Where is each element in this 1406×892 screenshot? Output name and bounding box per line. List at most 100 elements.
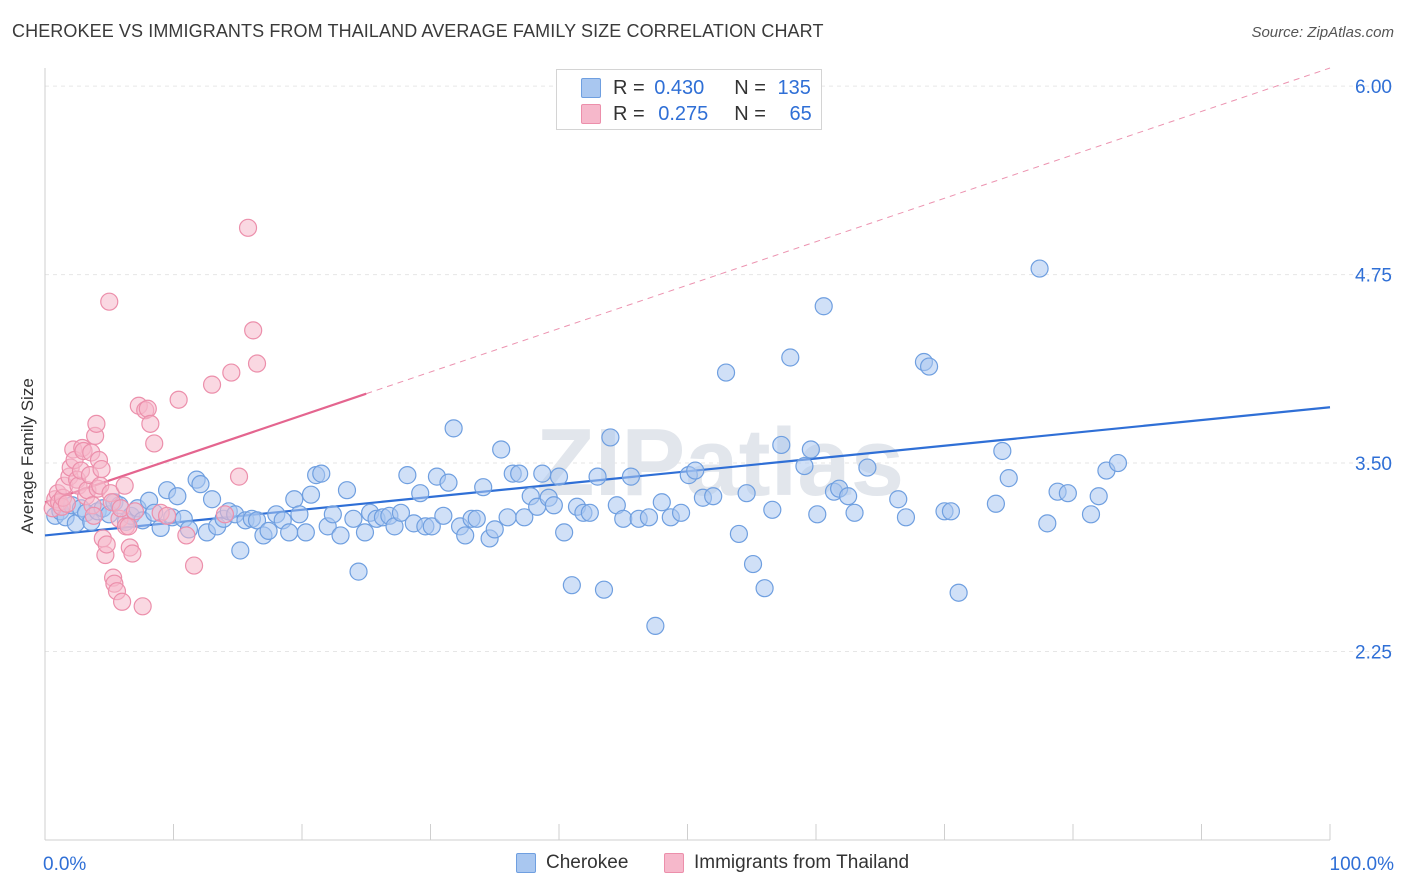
point-cherokee	[772, 435, 791, 455]
legend-row-cherokee: R = 0.430 N = 135	[581, 76, 811, 100]
point-thailand	[247, 354, 267, 373]
point-cherokee	[439, 473, 458, 492]
point-cherokee	[594, 580, 614, 599]
point-cherokee	[781, 348, 800, 367]
point-thailand	[177, 526, 196, 545]
point-cherokee	[562, 576, 581, 595]
point-cherokee	[259, 521, 278, 540]
point-thailand	[169, 390, 188, 409]
point-thailand	[119, 517, 138, 536]
point-cherokee	[434, 506, 453, 525]
point-thailand	[84, 506, 103, 525]
point-cherokee	[301, 485, 321, 504]
point-thailand	[138, 399, 157, 418]
point-thailand	[222, 363, 241, 382]
trend-extension-thailand	[366, 67, 1331, 395]
point-cherokee	[285, 490, 304, 509]
point-cherokee	[323, 505, 342, 524]
point-cherokee	[986, 494, 1006, 513]
legend-label-thailand: Immigrants from Thailand	[694, 852, 910, 873]
point-thailand	[123, 544, 142, 563]
point-cherokee	[755, 579, 774, 598]
legend-r-value: 0.275	[658, 102, 709, 125]
point-cherokee	[544, 496, 563, 515]
point-thailand	[141, 414, 160, 433]
point-cherokee	[1081, 505, 1101, 524]
point-cherokee	[391, 503, 411, 522]
point-cherokee	[639, 508, 659, 527]
point-cherokee	[398, 466, 417, 485]
point-cherokee	[621, 467, 641, 486]
point-cherokee	[290, 505, 309, 524]
point-cherokee	[686, 461, 705, 480]
point-cherokee	[467, 509, 486, 528]
point-cherokee	[1089, 487, 1108, 506]
point-cherokee	[614, 509, 633, 528]
point-cherokee	[349, 562, 368, 581]
legend-swatch-thailand	[581, 104, 601, 124]
point-thailand	[157, 506, 177, 525]
point-thailand	[133, 597, 152, 616]
x-tick-label: 100.0%	[1330, 854, 1395, 875]
point-cherokee	[422, 517, 441, 536]
point-cherokee	[168, 487, 187, 506]
point-cherokee	[344, 509, 363, 528]
point-thailand	[112, 592, 132, 611]
point-cherokee	[858, 458, 877, 477]
point-cherokee	[456, 526, 475, 545]
point-cherokee	[704, 487, 723, 506]
legend-n-value: 135	[777, 76, 811, 99]
point-cherokee	[533, 464, 552, 483]
point-cherokee	[999, 469, 1018, 488]
point-cherokee	[763, 500, 782, 519]
point-thailand	[100, 292, 119, 311]
point-thailand	[202, 375, 222, 394]
data-points	[43, 218, 1128, 635]
stats-legend: R = 0.430 N = 135 R = 0.275 N = 65	[556, 69, 822, 130]
y-tick-label: 3.50	[1355, 454, 1392, 475]
point-cherokee	[191, 475, 210, 494]
legend-r-label: R =	[613, 76, 645, 99]
y-axis-label: Average Family Size	[18, 378, 37, 534]
point-thailand	[125, 502, 145, 521]
point-cherokee	[510, 464, 529, 483]
point-cherokee	[411, 484, 430, 503]
point-cherokee	[492, 440, 511, 459]
point-cherokee	[1038, 514, 1057, 533]
x-tick-label: 0.0%	[43, 854, 86, 875]
point-cherokee	[1108, 453, 1128, 473]
point-cherokee	[814, 297, 833, 316]
chart-title: CHEROKEE VS IMMIGRANTS FROM THAILAND AVE…	[12, 21, 824, 41]
point-cherokee	[515, 508, 534, 527]
point-cherokee	[839, 487, 858, 506]
point-cherokee	[941, 502, 961, 521]
point-cherokee	[808, 505, 827, 524]
legend-swatch-cherokee	[581, 78, 601, 98]
point-cherokee	[485, 520, 504, 539]
point-thailand	[215, 505, 234, 524]
y-tick-label: 4.75	[1355, 266, 1392, 287]
source-credit: Source: ZipAtlas.com	[1251, 24, 1394, 41]
point-thailand	[244, 321, 263, 340]
legend-swatch-cherokee	[516, 853, 536, 873]
point-cherokee	[280, 523, 299, 542]
point-cherokee	[1030, 259, 1049, 278]
legend-n-label: N =	[734, 102, 766, 125]
point-cherokee	[737, 484, 756, 503]
point-cherokee	[949, 583, 968, 602]
legend-r-value: 0.430	[654, 76, 705, 99]
point-cherokee	[444, 419, 463, 438]
legend-row-thailand: R = 0.275 N = 65	[581, 102, 812, 126]
point-cherokee	[919, 357, 939, 376]
point-cherokee	[716, 363, 736, 382]
point-cherokee	[231, 541, 250, 560]
point-cherokee	[729, 524, 749, 544]
point-cherokee	[498, 508, 517, 527]
point-thailand	[145, 434, 164, 453]
legend-n-value: 65	[789, 102, 812, 125]
legend-n-label: N =	[734, 76, 766, 99]
point-cherokee	[312, 464, 331, 483]
point-cherokee	[896, 508, 916, 527]
point-cherokee	[1058, 484, 1077, 503]
point-cherokee	[845, 503, 864, 522]
